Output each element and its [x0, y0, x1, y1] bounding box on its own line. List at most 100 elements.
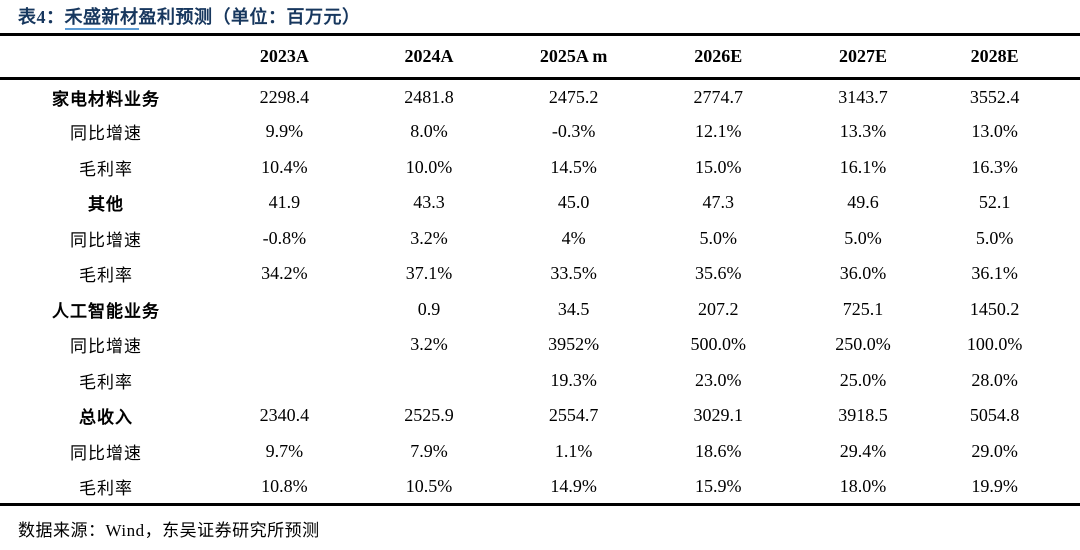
cell: -0.3%: [551, 121, 596, 142]
table-row-gross-margin: 毛利率 34.2% 37.1% 33.5% 35.6% 36.0% 36.1%: [0, 256, 1080, 292]
cell: 2554.7: [548, 405, 599, 426]
cell: [212, 327, 357, 363]
cell: 0.9: [417, 298, 441, 319]
cell: [357, 363, 502, 399]
row-label: 总收入: [79, 408, 133, 428]
cell: 12.1%: [695, 121, 742, 142]
cell: 18.0%: [839, 475, 887, 496]
cell: 34.5: [557, 298, 590, 319]
cell: 1.1%: [554, 440, 593, 461]
row-label: 毛利率: [79, 159, 133, 179]
cell: 2298.4: [259, 86, 310, 107]
table-row-gross-margin: 毛利率 10.8% 10.5% 14.9% 15.9% 18.0% 19.9%: [0, 469, 1080, 505]
cell: 2340.4: [259, 405, 310, 426]
cell: 37.1%: [405, 263, 453, 284]
data-source-note: 数据来源：Wind，东吴证券研究所预测: [18, 521, 320, 540]
cell: 2774.7: [693, 86, 744, 107]
cell: 3952%: [548, 334, 600, 355]
cell: 25.0%: [839, 369, 887, 390]
header-row: 2023A 2024A 2025A m 2026E 2027E 2028E: [0, 34, 1080, 80]
cell: 15.9%: [695, 475, 742, 496]
row-label: 同比增速: [70, 124, 142, 144]
cell: 3918.5: [838, 405, 888, 426]
cell: 3552.4: [969, 86, 1020, 107]
forecast-table: 2023A 2024A 2025A m 2026E 2027E 2028E 家电…: [0, 33, 1080, 506]
cell: 45.0: [557, 192, 590, 213]
cell: 10.5%: [405, 475, 453, 496]
row-label: 其他: [88, 195, 124, 215]
table-title-prefix: 表4：: [18, 7, 65, 27]
table-row-total-revenue: 总收入 2340.4 2525.9 2554.7 3029.1 3918.5 5…: [0, 398, 1080, 434]
cell: 7.9%: [410, 440, 448, 461]
cell: 1450.2: [969, 298, 1020, 319]
row-label: 同比增速: [70, 230, 142, 250]
table-row-yoy-growth: 同比增速 -0.8% 3.2% 4% 5.0% 5.0% 5.0%: [0, 221, 1080, 257]
table-title-suffix: 盈利预测（单位：百万元）: [138, 7, 361, 27]
cell: 5054.8: [969, 405, 1020, 426]
cell: 9.9%: [265, 121, 304, 142]
cell: 49.6: [847, 192, 879, 213]
cell: [212, 363, 357, 399]
cell: 3.2%: [410, 334, 448, 355]
row-label: 人工智能业务: [52, 301, 160, 321]
cell: 5.0%: [844, 227, 882, 248]
table-row-yoy-growth: 同比增速 9.9% 8.0% -0.3% 12.1% 13.3% 13.0%: [0, 114, 1080, 150]
cell: 2475.2: [548, 86, 599, 107]
cell: 34.2%: [261, 263, 308, 284]
cell: 33.5%: [550, 263, 597, 284]
cell: -0.8%: [262, 227, 307, 248]
cell: 16.3%: [971, 156, 1018, 177]
cell: 14.5%: [550, 156, 597, 177]
cell: 8.0%: [410, 121, 448, 142]
cell: 10.0%: [405, 156, 453, 177]
cell: 207.2: [698, 298, 739, 319]
cell: 36.0%: [839, 263, 887, 284]
cell: 13.0%: [971, 121, 1018, 142]
cell: 18.6%: [695, 440, 742, 461]
company-link[interactable]: 禾盛新材: [64, 7, 139, 30]
cell: 16.1%: [839, 156, 887, 177]
row-label: 家电材料业务: [52, 89, 160, 109]
cell: 35.6%: [695, 263, 742, 284]
cell: 19.9%: [971, 475, 1018, 496]
cell: 10.8%: [261, 475, 308, 496]
cell: 725.1: [842, 298, 884, 319]
row-label: 同比增速: [70, 443, 142, 463]
col-header-2027e: 2027E: [790, 34, 936, 80]
cell: 15.0%: [695, 156, 742, 177]
cell: 2525.9: [404, 405, 454, 426]
table-row-appliance-materials: 家电材料业务 2298.4 2481.8 2475.2 2774.7 3143.…: [0, 79, 1080, 115]
cell: 41.9: [268, 192, 301, 213]
col-header-2026e: 2026E: [645, 34, 791, 80]
table-row-ai-business: 人工智能业务 0.9 34.5 207.2 725.1 1450.2: [0, 292, 1080, 328]
col-header-2024a: 2024A: [356, 34, 502, 80]
cell: 52.1: [978, 192, 1011, 213]
cell: 3.2%: [410, 227, 448, 248]
cell: 100.0%: [966, 334, 1023, 355]
cell: 23.0%: [695, 369, 742, 390]
cell: 28.0%: [971, 369, 1018, 390]
table-row-other: 其他 41.9 43.3 45.0 47.3 49.6 52.1: [0, 185, 1080, 221]
cell: 5.0%: [699, 227, 738, 248]
row-label: 毛利率: [79, 372, 133, 392]
table-row-gross-margin: 毛利率 19.3% 23.0% 25.0% 28.0%: [0, 363, 1080, 399]
cell: 29.0%: [971, 440, 1018, 461]
col-header-empty: [0, 34, 212, 80]
cell: 9.7%: [265, 440, 304, 461]
table-row-yoy-growth: 同比增速 3.2% 3952% 500.0% 250.0% 100.0%: [0, 327, 1080, 363]
col-header-2023a: 2023A: [212, 34, 357, 80]
cell: 5.0%: [975, 227, 1014, 248]
cell: 13.3%: [839, 121, 887, 142]
table-row-gross-margin: 毛利率 10.4% 10.0% 14.5% 15.0% 16.1% 16.3%: [0, 150, 1080, 186]
table-row-yoy-growth: 同比增速 9.7% 7.9% 1.1% 18.6% 29.4% 29.0%: [0, 434, 1080, 470]
cell: 3143.7: [838, 86, 888, 107]
cell: 500.0%: [690, 334, 747, 355]
cell: 19.3%: [550, 369, 597, 390]
cell: 4%: [561, 227, 586, 248]
cell: [212, 292, 357, 328]
cell: 2481.8: [404, 86, 454, 107]
col-header-2025a: 2025A m: [501, 34, 646, 80]
row-label: 毛利率: [79, 478, 133, 498]
cell: 47.3: [702, 192, 735, 213]
cell: 3029.1: [693, 405, 744, 426]
